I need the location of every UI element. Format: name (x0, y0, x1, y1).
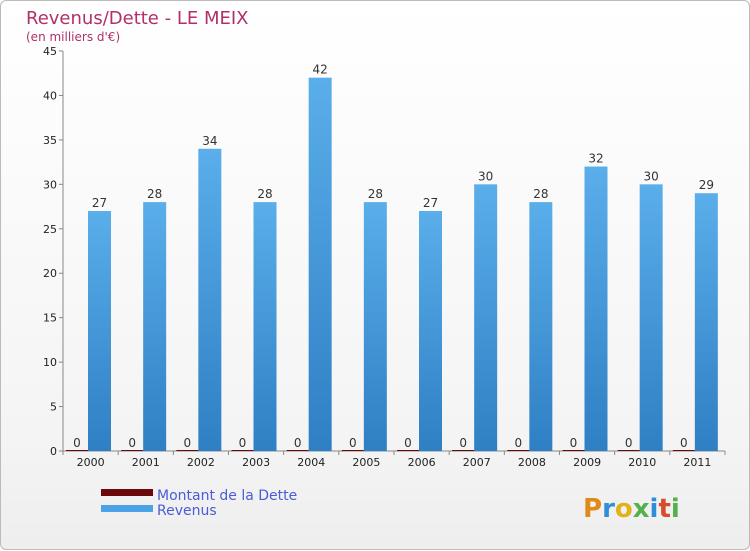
x-tick-label: 2005 (352, 456, 380, 469)
y-tick-label: 25 (43, 223, 57, 236)
x-tick-label: 2002 (187, 456, 215, 469)
bar-dette (121, 450, 144, 451)
y-tick-label: 10 (43, 356, 57, 369)
logo-letter: i (650, 494, 659, 524)
legend-swatch-dette (101, 489, 153, 496)
x-tick-label: 2009 (573, 456, 601, 469)
y-tick-label: 40 (43, 89, 57, 102)
logo-letter: r (602, 494, 615, 524)
x-tick-label: 2004 (297, 456, 325, 469)
bar-revenus (584, 166, 608, 452)
y-tick-label: 15 (43, 312, 57, 325)
data-label-revenus: 42 (313, 63, 328, 77)
bar-dette (286, 450, 309, 451)
data-label-revenus: 32 (588, 152, 603, 166)
bar-revenus (694, 193, 718, 451)
chart-title: Revenus/Dette - LE MEIX (26, 8, 249, 29)
bar-dette (452, 450, 475, 451)
data-label-revenus: 30 (478, 169, 493, 183)
bar-revenus (198, 148, 222, 451)
x-tick-label: 2007 (463, 456, 491, 469)
logo-letter: o (615, 494, 633, 524)
bar-revenus (474, 184, 498, 452)
x-tick-label: 2001 (132, 456, 160, 469)
bar-revenus (419, 211, 442, 451)
bar-dette (562, 450, 585, 451)
bar-dette (341, 450, 364, 451)
data-label-dette: 0 (294, 436, 302, 450)
data-label-dette: 0 (459, 436, 467, 450)
y-tick-label: 30 (43, 178, 57, 191)
data-label-dette: 0 (349, 436, 357, 450)
y-tick-label: 0 (50, 445, 57, 458)
y-tick-label: 5 (50, 401, 57, 414)
legend-swatch-revenus (101, 505, 153, 512)
bar-revenus (639, 184, 663, 452)
bar-revenus (308, 77, 332, 452)
data-label-dette: 0 (515, 436, 523, 450)
y-tick-label: 45 (43, 45, 57, 58)
logo-letter: x (633, 494, 650, 524)
bar-dette (397, 450, 419, 451)
data-label-revenus: 29 (699, 178, 714, 192)
bar-dette (66, 450, 88, 451)
data-label-revenus: 27 (423, 196, 438, 210)
proxiti-logo: Proxiti (583, 494, 680, 524)
legend: Montant de la Dette Revenus (101, 488, 297, 519)
bars: 0 27 0 28 0 34 0 28 0 42 0 28 0 27 0 30 0 28 0 32 0 30 0 29 (66, 63, 718, 452)
legend-label-revenus: Revenus (157, 503, 217, 519)
data-label-dette: 0 (680, 436, 688, 450)
bar-dette (176, 450, 199, 451)
x-tick-label: 2011 (683, 456, 711, 469)
bar-revenus (88, 211, 111, 451)
data-label-dette: 0 (570, 436, 578, 450)
bar-dette (617, 450, 640, 451)
y-tick-label: 35 (43, 134, 57, 147)
data-label-dette: 0 (184, 436, 192, 450)
x-tick-label: 2006 (408, 456, 436, 469)
logo-letter: i (671, 494, 680, 524)
legend-label-dette: Montant de la Dette (157, 488, 297, 504)
data-label-dette: 0 (73, 436, 81, 450)
data-label-revenus: 30 (644, 169, 659, 183)
chart-subtitle: (en milliers d'€) (26, 30, 120, 44)
data-label-revenus: 28 (147, 187, 162, 201)
data-label-revenus: 28 (368, 187, 383, 201)
bar-revenus (529, 202, 553, 451)
logo-letter: t (658, 494, 670, 524)
data-label-dette: 0 (625, 436, 633, 450)
data-label-dette: 0 (239, 436, 247, 450)
bar-revenus (253, 202, 277, 451)
x-tick-label: 2000 (77, 456, 105, 469)
axes: 0 5 10 15 20 25 30 35 40 45 2000 2001 2002 2003 2004 20… (43, 45, 726, 469)
data-label-revenus: 28 (533, 187, 548, 201)
logo-letter: P (583, 494, 602, 524)
x-tick-label: 2003 (242, 456, 270, 469)
bar-revenus (363, 202, 387, 451)
bar-revenus (143, 202, 167, 451)
y-tick-label: 20 (43, 267, 57, 280)
bar-dette (507, 450, 530, 451)
data-label-dette: 0 (128, 436, 136, 450)
data-label-dette: 0 (404, 436, 412, 450)
data-label-revenus: 28 (257, 187, 272, 201)
x-tick-label: 2008 (518, 456, 546, 469)
bar-dette (672, 450, 695, 451)
bar-dette (231, 450, 254, 451)
data-label-revenus: 34 (202, 134, 217, 148)
x-tick-label: 2010 (628, 456, 656, 469)
data-label-revenus: 27 (92, 196, 107, 210)
